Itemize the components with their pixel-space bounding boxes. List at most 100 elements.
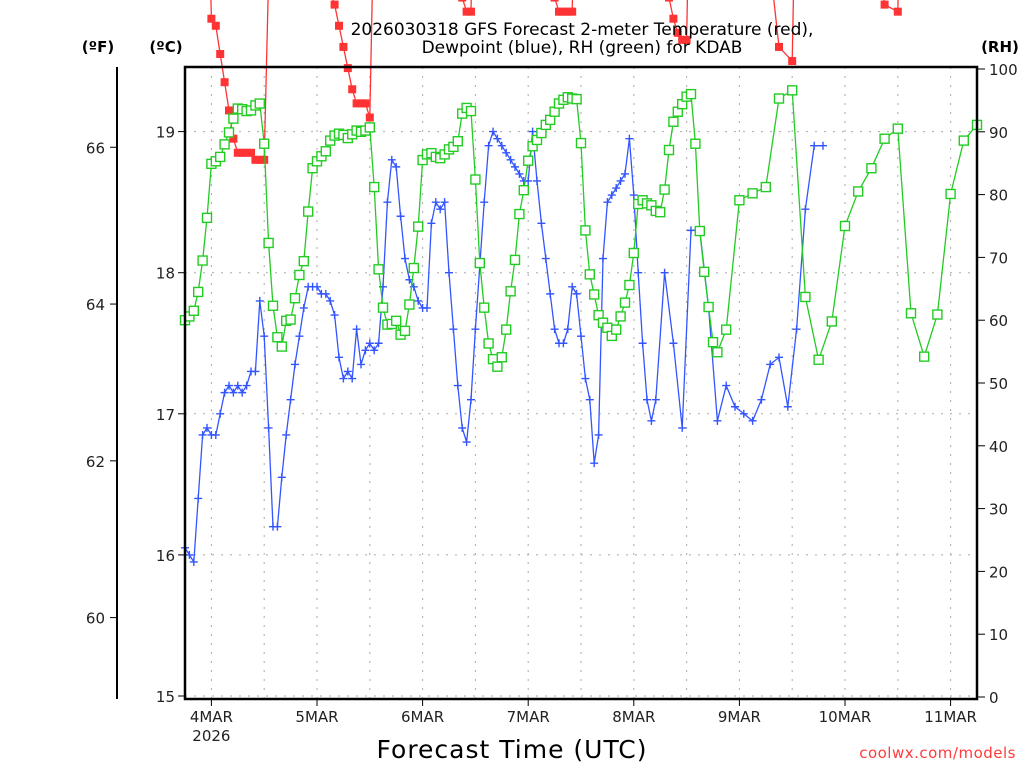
dewpoint-point — [629, 191, 638, 200]
dewpoint-point — [625, 134, 634, 143]
rh-unit-label: (RH) — [981, 38, 1019, 56]
dewpoint-point — [546, 289, 555, 298]
dewpoint-point — [462, 438, 471, 447]
rh-point — [839, 220, 851, 232]
dewpoint-point — [792, 325, 801, 334]
temperature-point — [673, 28, 682, 37]
dewpoint-point — [401, 254, 409, 263]
temperature-point — [880, 0, 889, 9]
dewpoint-point — [502, 148, 511, 157]
rh-point — [580, 225, 591, 236]
temperature-point — [225, 106, 233, 115]
temperature-point — [893, 7, 902, 16]
rh-point — [584, 269, 595, 280]
rh-point — [294, 269, 305, 281]
dewpoint-point — [352, 325, 361, 334]
temperature-point — [775, 42, 783, 51]
dewpoint-point — [511, 162, 519, 171]
temperature-point — [669, 14, 678, 23]
rh-point — [492, 361, 503, 372]
fahrenheit-tick-label: 68 — [86, 0, 105, 1]
rh-point — [201, 212, 213, 224]
rh-point — [703, 301, 714, 313]
rh-point — [773, 93, 785, 104]
dewpoint-point — [335, 353, 343, 362]
temperature-point — [247, 148, 255, 157]
rh-point — [905, 308, 917, 319]
dewpoint-point — [440, 198, 449, 207]
dewpoint-point — [621, 169, 629, 178]
dewpoint-point — [423, 303, 431, 312]
dewpoint-point — [198, 430, 207, 439]
rh-point — [800, 291, 811, 303]
dewpoint-point — [374, 339, 383, 348]
rh-point — [509, 254, 521, 266]
dewpoint-point — [277, 473, 286, 482]
dewpoint-point — [594, 430, 603, 439]
dewpoint-point — [634, 268, 643, 277]
dewpoint-point — [748, 416, 757, 425]
rh-point — [404, 299, 415, 310]
temperature-point — [550, 0, 559, 2]
rh-point — [483, 338, 494, 349]
celsius-tick-label: 16 — [156, 547, 175, 565]
dewpoint-point — [506, 155, 515, 164]
rh-point — [747, 188, 758, 199]
dewpoint-point — [365, 339, 374, 348]
temperature-point — [260, 155, 269, 164]
rh-point — [505, 286, 516, 297]
dewpoint-point — [387, 155, 396, 164]
rh-point — [932, 309, 943, 320]
series-layer — [179, 0, 983, 566]
dewpoint-point — [203, 423, 211, 432]
x-tick-label: 9MAR — [718, 708, 761, 726]
rh-point — [303, 206, 314, 217]
dewpoint-point — [255, 296, 264, 305]
dewpoint-point — [282, 430, 291, 439]
rh-tick-label: 40 — [989, 438, 1008, 456]
rh-tick-label: 50 — [989, 375, 1008, 393]
x-tick-label: 5MAR — [295, 708, 338, 726]
fahrenheit-tick-label: 66 — [86, 139, 105, 157]
temperature-point — [568, 7, 577, 16]
dewpoint-point — [585, 395, 594, 404]
temperature-point — [216, 49, 225, 58]
rh-point — [452, 136, 463, 147]
dewpoint-point — [687, 226, 695, 235]
dewpoint-point — [321, 289, 330, 298]
x-tick-label: 10MAR — [819, 708, 872, 726]
dewpoint-point — [458, 423, 467, 432]
temperature-point — [335, 21, 343, 30]
celsius-unit-label: (ºC) — [149, 38, 182, 56]
dewpoint-point — [713, 416, 722, 425]
dewpoint-point — [383, 198, 392, 207]
rh-point — [575, 137, 587, 149]
x-tick-sublabel: 2026 — [192, 727, 230, 745]
temperature-point — [220, 78, 229, 87]
rh-tick-label: 30 — [989, 501, 1008, 519]
rh-point — [879, 133, 890, 144]
dewpoint-point — [669, 339, 678, 348]
celsius-tick-label: 17 — [156, 406, 175, 424]
dewpoint-point — [493, 134, 502, 143]
dewpoint-point — [603, 198, 612, 207]
dewpoint-point — [515, 169, 524, 178]
axes-layer: 15161718192021222324252627284MAR20265MAR… — [86, 0, 1018, 745]
rh-point — [188, 305, 200, 316]
fahrenheit-tick-label: 60 — [86, 610, 105, 628]
rh-point — [760, 181, 771, 193]
dewpoint-point — [577, 332, 585, 341]
rh-point — [663, 144, 675, 156]
dewpoint-series — [181, 127, 827, 566]
rh-point — [479, 302, 490, 313]
dewpoint-point — [775, 353, 783, 362]
rh-point — [298, 255, 309, 267]
dewpoint-point — [242, 381, 251, 390]
dewpoint-point — [739, 409, 748, 418]
rh-point — [685, 88, 697, 100]
rh-point — [668, 116, 679, 127]
rh-point — [514, 208, 525, 220]
rh-point — [263, 237, 274, 249]
rh-point — [223, 127, 235, 138]
